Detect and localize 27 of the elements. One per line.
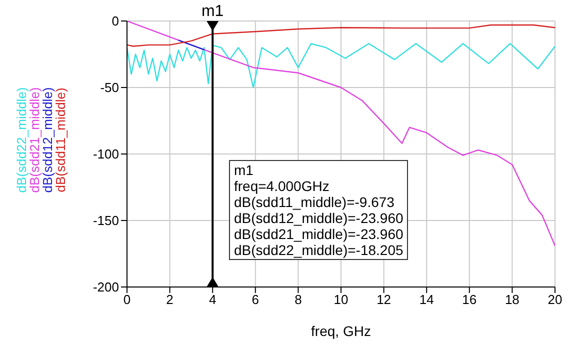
x-tick-label: 14	[419, 292, 434, 308]
x-tick-label: 2	[166, 292, 174, 308]
x-tick-label: 6	[252, 292, 260, 308]
line-series	[127, 24, 555, 47]
annotation: dB(sdd12_middle)=-23.960	[234, 210, 404, 226]
y-tick-label: -200	[92, 280, 119, 295]
annotation: dB(sdd21_middle)=-23.960	[234, 226, 404, 242]
x-tick-label: 16	[462, 292, 477, 308]
annotation: m1	[234, 162, 254, 178]
y-tick-label: -50	[100, 80, 119, 96]
y-tick-label: -150	[92, 213, 119, 228]
x-tick-label: 8	[294, 292, 302, 308]
ref-line-label: m1	[201, 3, 224, 20]
text: dB(sdd22_middle)	[14, 87, 29, 193]
x-tick-label: 0	[123, 292, 131, 308]
y-tick-label: 0	[112, 14, 119, 29]
annotation: dB(sdd22_middle)=-18.205	[234, 242, 404, 258]
x-axis-title: freq, GHz	[311, 323, 371, 339]
line-series	[127, 43, 555, 88]
x-tick-label: 10	[334, 292, 348, 308]
y-tick-label: -100	[92, 146, 119, 162]
x-tick-label: 4	[208, 292, 216, 308]
annotation: dB(sdd11_middle)=-9.673	[234, 194, 396, 210]
annotation: freq=4.000GHz	[234, 178, 330, 194]
x-tick-label: 20	[548, 292, 562, 308]
x-tick-label: 12	[376, 292, 392, 308]
x-tick-label: 18	[504, 292, 520, 308]
